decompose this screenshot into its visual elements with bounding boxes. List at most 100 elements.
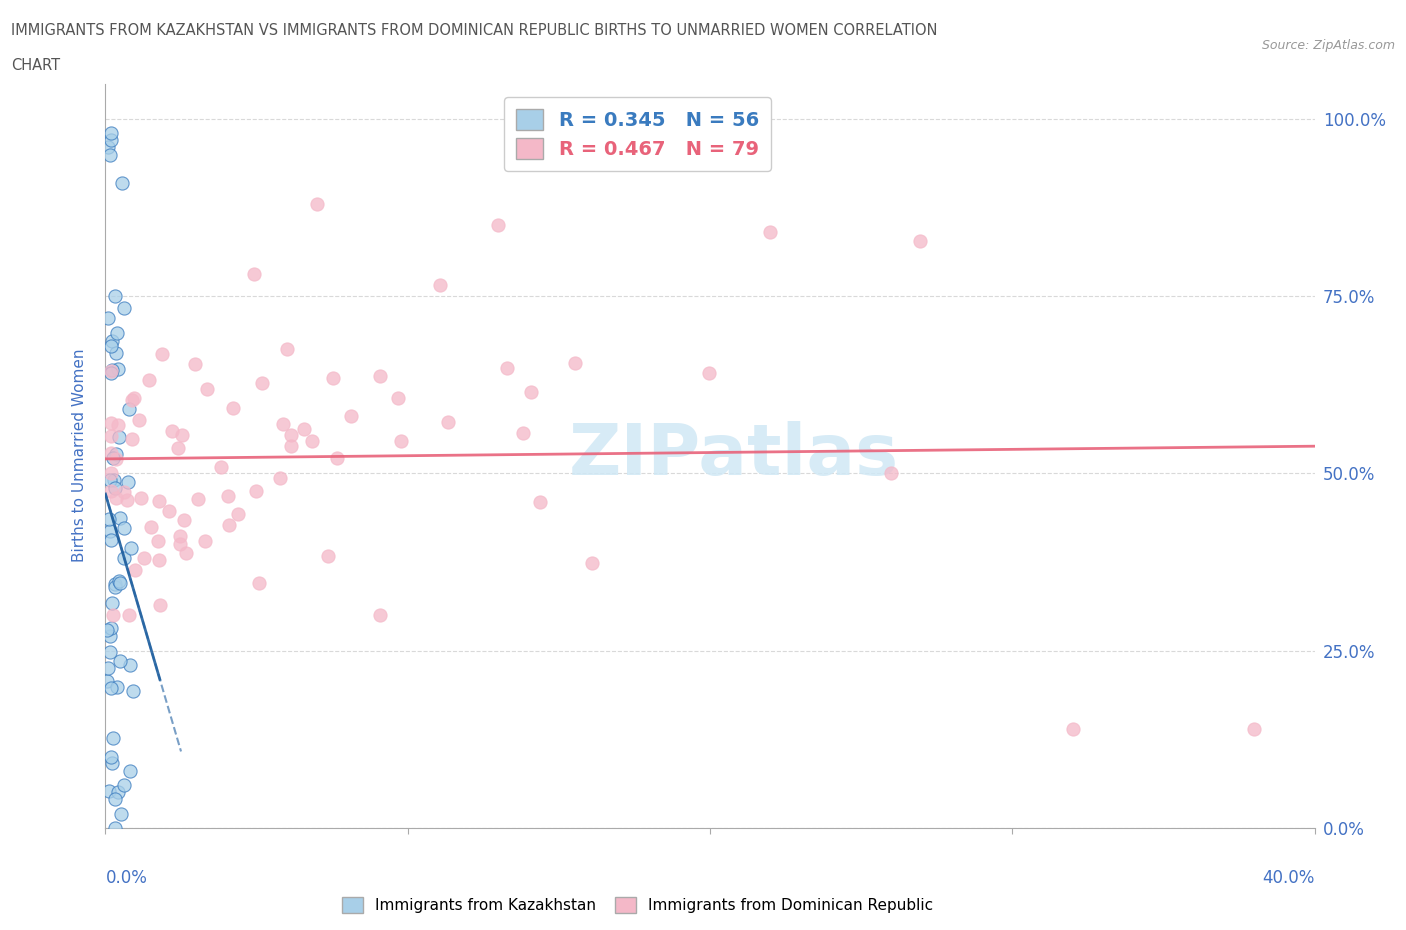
Point — [96, 674, 118, 689]
Point — [100, 681, 122, 696]
Point — [124, 391, 146, 405]
Point — [103, 792, 125, 807]
Text: 0.0%: 0.0% — [105, 869, 148, 886]
Point — [118, 607, 141, 622]
Point — [103, 289, 125, 304]
Point — [301, 433, 323, 448]
Point — [101, 730, 124, 745]
Point — [120, 540, 142, 555]
Point — [173, 513, 195, 528]
Point — [98, 472, 121, 487]
Point — [108, 430, 131, 445]
Point — [107, 418, 129, 432]
Point — [96, 622, 118, 637]
Point — [222, 401, 245, 416]
Point — [564, 355, 586, 370]
Point — [115, 492, 138, 507]
Point — [101, 450, 124, 465]
Point — [247, 576, 270, 591]
Point — [162, 424, 184, 439]
Point — [111, 176, 134, 191]
Point — [97, 310, 120, 325]
Point — [326, 450, 349, 465]
Point — [104, 346, 127, 361]
Y-axis label: Births to Unmarried Women: Births to Unmarried Women — [72, 349, 87, 563]
Point — [117, 474, 139, 489]
Point — [100, 416, 122, 431]
Point — [121, 392, 143, 407]
Point — [141, 519, 163, 534]
Point — [488, 218, 510, 232]
Point — [100, 364, 122, 379]
Point — [98, 629, 121, 644]
Point — [100, 133, 122, 148]
Point — [243, 267, 266, 282]
Point — [174, 546, 197, 561]
Point — [97, 660, 120, 675]
Point — [368, 607, 391, 622]
Point — [112, 521, 135, 536]
Point — [307, 197, 329, 212]
Point — [280, 439, 302, 454]
Point — [581, 556, 603, 571]
Point — [104, 480, 127, 495]
Point — [269, 471, 291, 485]
Point — [280, 428, 302, 443]
Point — [292, 422, 315, 437]
Point — [107, 785, 129, 800]
Point — [146, 534, 169, 549]
Point — [529, 495, 551, 510]
Point — [100, 465, 122, 480]
Point — [97, 512, 120, 527]
Point — [209, 459, 232, 474]
Point — [1062, 721, 1084, 736]
Point — [520, 384, 543, 399]
Point — [101, 756, 124, 771]
Text: CHART: CHART — [11, 58, 60, 73]
Point — [149, 598, 172, 613]
Point — [98, 644, 121, 659]
Point — [105, 452, 128, 467]
Point — [101, 607, 124, 622]
Point — [104, 577, 127, 591]
Point — [107, 362, 129, 377]
Point — [132, 551, 155, 565]
Point — [105, 491, 128, 506]
Point — [150, 347, 173, 362]
Point — [112, 777, 135, 792]
Point — [100, 445, 122, 460]
Point — [226, 507, 249, 522]
Point — [112, 485, 135, 499]
Point — [368, 369, 391, 384]
Legend: Immigrants from Kazakhstan, Immigrants from Dominican Republic: Immigrants from Kazakhstan, Immigrants f… — [336, 891, 939, 920]
Point — [276, 342, 298, 357]
Text: IMMIGRANTS FROM KAZAKHSTAN VS IMMIGRANTS FROM DOMINICAN REPUBLIC BIRTHS TO UNMAR: IMMIGRANTS FROM KAZAKHSTAN VS IMMIGRANTS… — [11, 23, 938, 38]
Point — [512, 426, 534, 441]
Point — [100, 365, 122, 380]
Point — [271, 417, 294, 432]
Point — [217, 488, 239, 503]
Point — [101, 363, 124, 378]
Point — [250, 376, 273, 391]
Point — [124, 563, 146, 578]
Point — [129, 490, 152, 505]
Point — [429, 278, 451, 293]
Point — [118, 402, 141, 417]
Point — [245, 484, 267, 498]
Point — [101, 333, 124, 348]
Point — [169, 528, 191, 543]
Text: 40.0%: 40.0% — [1263, 869, 1315, 886]
Point — [105, 680, 128, 695]
Point — [197, 381, 219, 396]
Point — [697, 365, 720, 380]
Point — [97, 140, 120, 155]
Point — [389, 433, 412, 448]
Point — [122, 684, 145, 698]
Point — [100, 429, 122, 444]
Point — [100, 620, 122, 635]
Point — [118, 658, 141, 672]
Point — [194, 534, 217, 549]
Point — [148, 493, 170, 508]
Point — [108, 511, 131, 525]
Text: ZIPatlas: ZIPatlas — [569, 421, 900, 490]
